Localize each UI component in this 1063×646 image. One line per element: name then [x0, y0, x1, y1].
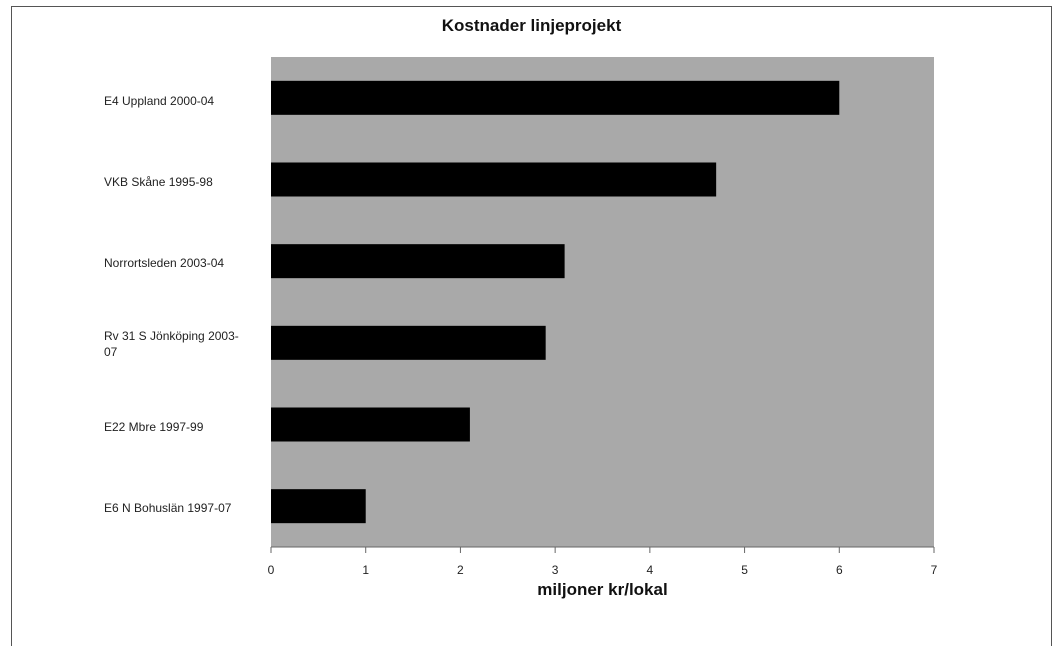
x-tick-label: 7: [930, 563, 938, 577]
bar: [271, 244, 565, 279]
bar-chart: [270, 80, 935, 553]
plot-area: [271, 57, 934, 547]
chart-frame: [11, 6, 1052, 646]
category-label: E22 Mbre 1997-99: [104, 420, 204, 434]
x-tick-label: 4: [646, 563, 654, 577]
x-tick-label: 5: [741, 563, 748, 577]
chart-title: Kostnader linjeprojekt: [441, 16, 622, 35]
category-label: E6 N Bohuslän 1997-07: [104, 501, 232, 515]
bar: [271, 325, 546, 360]
x-tick-label: 0: [267, 563, 275, 577]
bar: [271, 407, 470, 442]
category-label: VKB Skåne 1995-98: [104, 175, 213, 189]
x-tick-label: 1: [362, 563, 370, 577]
x-tick-label: 2: [457, 563, 464, 577]
x-tick-label: 6: [835, 563, 843, 577]
category-label: Rv 31 S Jönköping 2003-07: [104, 329, 239, 359]
bar: [271, 162, 717, 197]
bar: [271, 489, 366, 524]
x-tick-label: 3: [551, 563, 559, 577]
category-label: Norrortsleden 2003-04: [104, 256, 225, 270]
category-label: E4 Uppland 2000-04: [104, 94, 215, 108]
x-axis-title: miljoner kr/lokal: [537, 580, 668, 599]
bar: [271, 80, 840, 115]
